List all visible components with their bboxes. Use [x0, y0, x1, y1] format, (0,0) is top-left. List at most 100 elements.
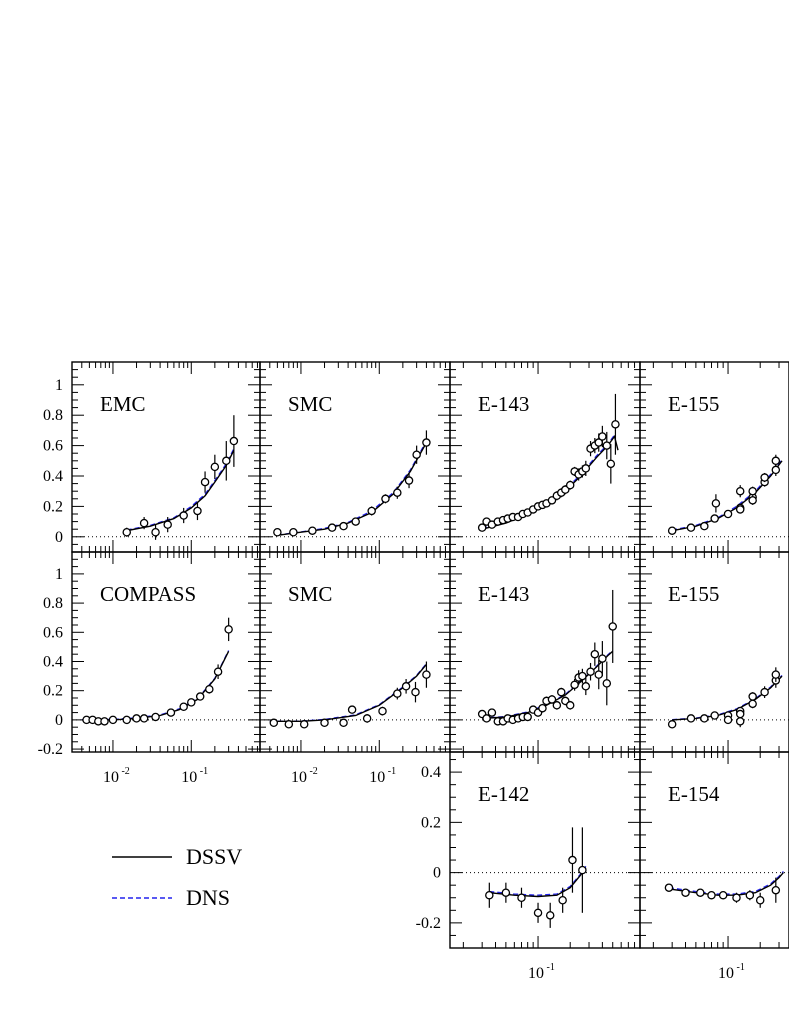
panel-label: E-143 — [478, 392, 529, 416]
data-marker — [578, 865, 587, 875]
data-point — [187, 698, 196, 707]
panel-label: E-155 — [668, 582, 719, 606]
data-point — [598, 425, 607, 448]
data-point — [501, 882, 511, 903]
data-point — [545, 902, 555, 928]
panel-smc-1-1: 10 -2 10 -1 SMC — [259, 551, 451, 786]
dssv-curve — [277, 442, 428, 536]
data-marker — [590, 649, 600, 659]
panel-label: SMC — [288, 392, 332, 416]
dssv-curve — [482, 650, 614, 720]
data-marker — [327, 523, 337, 532]
data-point — [224, 617, 233, 642]
plot-area — [122, 415, 239, 540]
data-point — [351, 517, 360, 526]
data-marker — [686, 523, 696, 532]
data-marker — [200, 477, 210, 487]
data-point — [412, 445, 421, 464]
panel-label: SMC — [288, 582, 332, 606]
panel-e-142-2-2: -0.2 0 0.2 0.4 10 -1 E-142 — [416, 751, 641, 982]
data-point — [711, 494, 721, 513]
data-marker — [308, 526, 317, 535]
data-marker — [718, 890, 728, 900]
data-marker — [122, 527, 131, 537]
data-marker — [568, 855, 577, 865]
data-marker — [179, 511, 188, 520]
data-point — [748, 495, 757, 505]
data-point — [362, 714, 372, 723]
data-point — [735, 709, 745, 719]
data-point — [533, 902, 543, 923]
data-point — [487, 708, 497, 717]
data-marker — [517, 893, 526, 902]
panel-e-143-1-2: E-143 — [449, 551, 641, 753]
data-point — [667, 526, 677, 535]
data-point — [422, 430, 431, 455]
x-ticks — [71, 552, 258, 752]
data-point — [557, 687, 566, 697]
data-point — [700, 714, 709, 723]
dssv-curve — [482, 434, 619, 530]
y-ticks — [260, 361, 450, 553]
data-marker — [284, 720, 294, 729]
data-point — [404, 472, 414, 489]
data-point — [565, 700, 575, 710]
dns-curve — [126, 448, 235, 531]
y-tick-label: 0 — [55, 529, 63, 546]
data-marker — [289, 527, 298, 537]
y-tick-label: 0.4 — [43, 653, 63, 670]
plot-area — [664, 870, 784, 908]
y-tick-label: 0 — [55, 712, 63, 729]
y-tick-label: 0.4 — [421, 764, 441, 781]
data-point — [578, 668, 587, 684]
data-point — [608, 589, 617, 663]
x-ticks — [462, 552, 641, 752]
data-point — [269, 718, 279, 728]
data-marker — [299, 720, 309, 729]
data-point — [606, 444, 616, 484]
data-point — [273, 527, 282, 537]
data-marker — [748, 699, 757, 709]
plot-area — [269, 661, 431, 729]
data-marker — [771, 465, 781, 475]
data-point — [723, 509, 733, 519]
legend-dssv-label: DSSV — [186, 844, 242, 869]
data-marker — [187, 698, 196, 707]
data-marker — [205, 684, 214, 694]
x-ticks — [652, 752, 780, 948]
data-point — [538, 703, 547, 713]
data-marker — [100, 717, 109, 726]
data-marker — [578, 671, 587, 681]
panel-label: E-143 — [478, 582, 529, 606]
x-tick-label: 10 -1 — [369, 766, 396, 786]
plot-area — [485, 827, 587, 928]
data-marker — [179, 702, 188, 711]
data-point — [547, 695, 557, 704]
data-point — [565, 480, 575, 490]
x-tick-label: 10 -1 — [528, 962, 555, 982]
data-marker — [347, 705, 357, 714]
plot-area — [477, 589, 617, 726]
data-point — [748, 486, 757, 496]
data-point — [179, 507, 188, 524]
panel-e-155-0-3: E-155 — [639, 361, 789, 553]
y-ticks — [640, 361, 652, 553]
data-point — [771, 454, 781, 467]
data-point — [710, 711, 719, 720]
panels-layer: 0 0.2 0.4 0.6 0.8 1 EMC SMC E-143 E-155 -0.2 0 0.2 0.… — [38, 361, 789, 982]
data-marker — [707, 890, 716, 900]
data-marker — [422, 670, 431, 679]
y-tick-label: 0.4 — [43, 468, 63, 485]
y-tick-label: 0.8 — [43, 407, 63, 424]
data-marker — [222, 456, 231, 466]
data-marker — [606, 459, 616, 469]
data-marker — [381, 494, 390, 504]
panel-smc-0-1: SMC — [259, 361, 451, 553]
data-marker — [700, 521, 709, 531]
data-point — [581, 677, 591, 696]
data-point — [696, 888, 705, 897]
panel-e-143-0-2: E-143 — [449, 361, 641, 553]
dssv-curve — [269, 663, 427, 722]
data-point — [586, 662, 595, 681]
panel-label: E-142 — [478, 782, 529, 806]
